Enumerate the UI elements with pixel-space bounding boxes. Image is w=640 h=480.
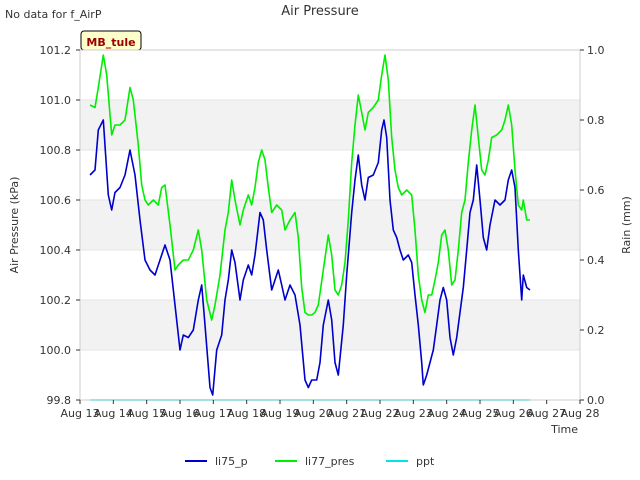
y-tick-label: 100.6: [40, 194, 72, 207]
y-axis-label: Air Pressure (kPa): [8, 177, 21, 274]
y2-tick-label: 0.2: [587, 324, 605, 337]
legend-label-li75_p: li75_p: [215, 455, 248, 468]
y-tick-label: 100.0: [40, 344, 72, 357]
no-data-note: No data for f_AirP: [5, 8, 102, 21]
legend-label-ppt: ppt: [416, 455, 435, 468]
series-line-li75_p: [89, 119, 531, 396]
legend: li75_p li77_pres ppt: [185, 455, 435, 468]
x-tick-label: Aug 27: [527, 407, 566, 420]
x-tick-label: Aug 20: [294, 407, 333, 420]
series-line-li77_pres: [89, 54, 530, 321]
y2-tick-label: 1.0: [587, 44, 605, 57]
x-tick-label: Aug 21: [327, 407, 366, 420]
y-tick-label: 100.8: [40, 144, 72, 157]
x-tick-label: Aug 17: [194, 407, 233, 420]
y2-tick-label: 0.6: [587, 184, 605, 197]
x-tick-label: Aug 22: [361, 407, 400, 420]
y2-tick-label: 0.4: [587, 254, 605, 267]
y2-tick-label: 0.0: [587, 394, 605, 407]
site-label: MB_tule: [86, 36, 135, 49]
grid-band: [80, 100, 580, 150]
x-tick-label: Aug 26: [494, 407, 533, 420]
y2-tick-label: 0.8: [587, 114, 605, 127]
y-tick-label: 99.8: [47, 394, 72, 407]
x-tick-label: Aug 24: [427, 407, 466, 420]
x-tick-label: Aug 15: [127, 407, 166, 420]
y2-axis-label: Rain (mm): [620, 196, 633, 254]
y-tick-label: 101.0: [40, 94, 72, 107]
legend-label-li77_pres: li77_pres: [305, 455, 355, 468]
x-tick-label: Aug 18: [227, 407, 266, 420]
x-tick-label: Aug 14: [94, 407, 133, 420]
x-tick-label: Aug 16: [161, 407, 200, 420]
x-tick-label: Aug 13: [61, 407, 100, 420]
x-tick-label: Aug 19: [261, 407, 300, 420]
y-axis-ticks: 99.8 100.0 100.2 100.4 100.6 100.8 101.0 101.2: [40, 44, 80, 407]
x-axis-label: Time: [550, 423, 578, 436]
y-tick-label: 100.2: [40, 294, 72, 307]
x-tick-label: Aug 23: [394, 407, 433, 420]
grid-bands: [80, 100, 580, 350]
x-tick-label: Aug 28: [561, 407, 600, 420]
plot-frame: [79, 49, 581, 401]
y-tick-label: 101.2: [40, 44, 72, 57]
x-tick-label: Aug 25: [461, 407, 500, 420]
y2-axis-ticks: 0.0 0.2 0.4 0.6 0.8 1.0: [580, 44, 605, 407]
y-tick-label: 100.4: [40, 244, 72, 257]
chart-title: Air Pressure: [281, 4, 359, 19]
